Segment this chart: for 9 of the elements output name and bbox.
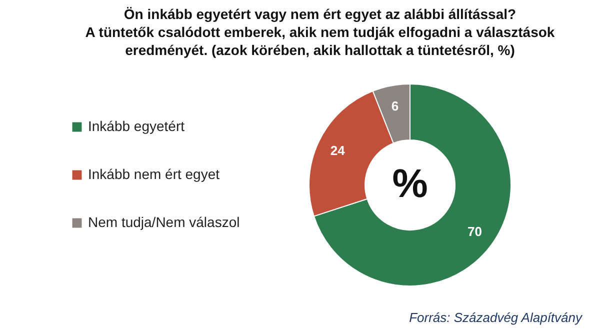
data-label: 6 [391, 98, 399, 114]
text: % [392, 162, 428, 206]
data-label: 24 [330, 142, 346, 158]
data-label: 70 [467, 224, 482, 240]
chart-title: Ön inkább egyetért vagy nem ért egyet az alábbi állítással? A tüntetők csalódott emberek, akik nem tudják elfogadni a választások eredményét. (azok körében, akik hallottak a tüntetésről, %) [85, 6, 555, 58]
text: Forrás: Századvég Alapítvány [409, 310, 584, 325]
legend-label: Inkább nem ért egyet [88, 166, 220, 182]
legend-label: Inkább egyetért [88, 118, 185, 134]
legend-label: Nem tudja/Nem válaszol [88, 214, 240, 230]
